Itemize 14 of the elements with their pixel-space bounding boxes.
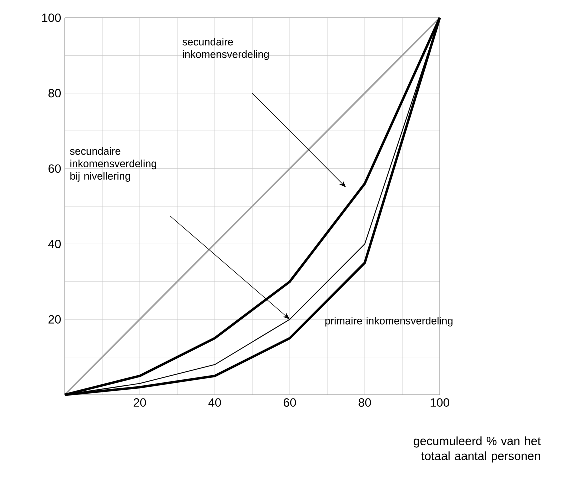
x-tick-label: 80 bbox=[358, 398, 372, 407]
y-tick-label: 40 bbox=[48, 240, 62, 248]
x-tick-label: 40 bbox=[208, 398, 222, 407]
x-axis-title: gecumuleerd % van het totaal aantal personen bbox=[414, 436, 541, 463]
y-tick-label: 20 bbox=[48, 315, 62, 324]
y-tick-label: 80 bbox=[48, 89, 62, 98]
annotation: primaire inkomensverdeling bbox=[326, 317, 453, 327]
y-tick-label: 60 bbox=[48, 164, 62, 174]
x-tick-label: 100 bbox=[430, 398, 450, 407]
annotation: secundaire inkomensverdeling bij nivellering bbox=[70, 147, 156, 182]
x-tick-label: 60 bbox=[284, 398, 296, 407]
annotation: secundaire inkomensverdeling bbox=[182, 38, 269, 60]
y-tick-label: 100 bbox=[42, 14, 62, 22]
x-tick-label: 20 bbox=[134, 398, 146, 407]
